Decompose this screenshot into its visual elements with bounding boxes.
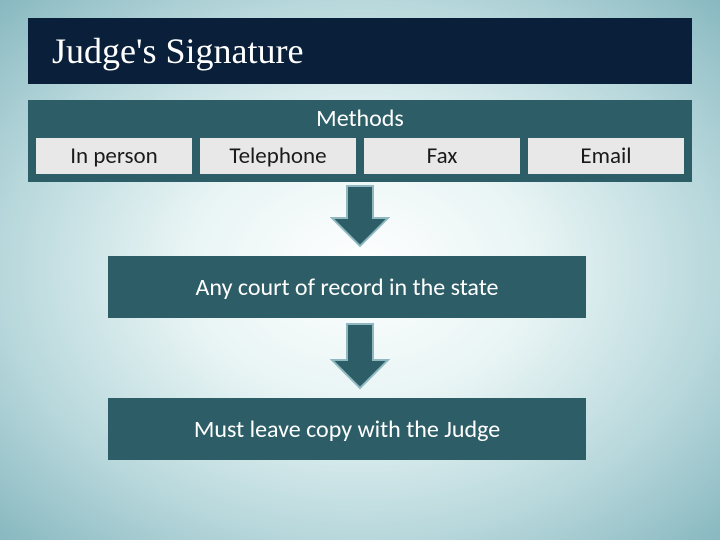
copy-text: Must leave copy with the Judge [194, 415, 500, 444]
methods-header: Methods [28, 104, 692, 133]
copy-box: Must leave copy with the Judge [108, 398, 586, 460]
method-cell-email: Email [528, 138, 684, 174]
method-cells: In person Telephone Fax Email [36, 138, 684, 174]
page-title: Judge's Signature [52, 30, 303, 72]
record-text: Any court of record in the state [196, 273, 499, 302]
method-cell-fax: Fax [364, 138, 520, 174]
title-bar: Judge's Signature [28, 18, 692, 84]
method-cell-telephone: Telephone [200, 138, 356, 174]
arrow-down-1 [330, 184, 390, 248]
method-cell-in-person: In person [36, 138, 192, 174]
record-box: Any court of record in the state [108, 256, 586, 318]
methods-box: Methods In person Telephone Fax Email [28, 100, 692, 182]
arrow-down-2 [330, 322, 390, 390]
